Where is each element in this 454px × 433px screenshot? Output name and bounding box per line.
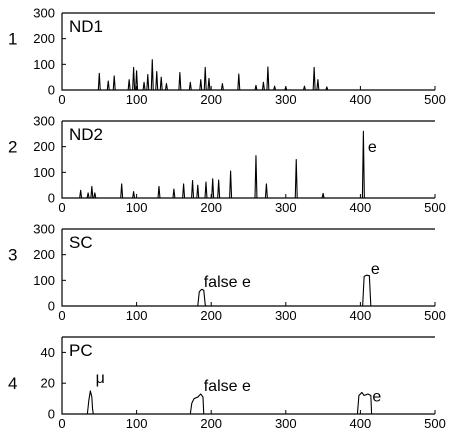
panel-3: 0 100 200 300 400 500 0 100 200 300 3 SC false e e bbox=[8, 222, 446, 324]
x-tick-label: 300 bbox=[275, 92, 297, 107]
y-tick-label: 300 bbox=[33, 222, 55, 237]
panel-2: 0 100 200 300 400 500 0 100 200 300 2 ND2 e bbox=[8, 114, 446, 216]
x-tick-label: 500 bbox=[424, 92, 446, 107]
x-tick-label: 200 bbox=[200, 200, 222, 215]
x-tick-label: 100 bbox=[126, 416, 148, 431]
signal-trace bbox=[62, 390, 435, 415]
panel-title: SC bbox=[69, 233, 93, 252]
x-tick-label: 400 bbox=[350, 200, 372, 215]
panel-number: 4 bbox=[8, 374, 17, 393]
plot-frame bbox=[61, 120, 435, 199]
annotation-label: e bbox=[372, 389, 381, 406]
y-tick-label: 200 bbox=[33, 31, 55, 46]
y-tick-label: 20 bbox=[41, 376, 55, 391]
signal-trace bbox=[62, 59, 331, 91]
x-tick-label: 0 bbox=[58, 308, 65, 323]
x-tick-label: 200 bbox=[200, 416, 222, 431]
x-tick-label: 500 bbox=[424, 200, 446, 215]
x-tick-label: 300 bbox=[275, 416, 297, 431]
x-tick-label: 0 bbox=[58, 200, 65, 215]
panel-1: 0 100 200 300 400 500 0 100 200 300 1 ND1 bbox=[8, 6, 446, 108]
annotation-label: false e bbox=[204, 378, 251, 395]
annotation-label: false e bbox=[204, 274, 251, 291]
y-tick-label: 40 bbox=[41, 345, 55, 360]
x-tick-label: 0 bbox=[58, 92, 65, 107]
x-tick-label: 100 bbox=[126, 200, 148, 215]
panel-number: 1 bbox=[8, 30, 17, 49]
x-tick-label: 300 bbox=[275, 308, 297, 323]
x-tick-label: 400 bbox=[350, 92, 372, 107]
panel-title: ND2 bbox=[69, 125, 103, 144]
y-tick-label: 100 bbox=[33, 57, 55, 72]
x-tick-label: 300 bbox=[275, 200, 297, 215]
y-tick-label: 200 bbox=[33, 247, 55, 262]
y-tick-label: 300 bbox=[33, 114, 55, 129]
x-tick-label: 400 bbox=[350, 308, 372, 323]
annotation-label: μ bbox=[96, 370, 105, 387]
x-tick-label: 500 bbox=[424, 416, 446, 431]
panel-title: ND1 bbox=[69, 17, 103, 36]
y-tick-label: 0 bbox=[48, 299, 55, 314]
y-tick-label: 0 bbox=[48, 407, 55, 422]
panel-number: 2 bbox=[8, 138, 17, 157]
y-tick-label: 0 bbox=[48, 83, 55, 98]
y-tick-label: 100 bbox=[33, 165, 55, 180]
panel-title: PC bbox=[69, 341, 93, 360]
x-tick-label: 100 bbox=[126, 308, 148, 323]
plot-frame bbox=[61, 12, 435, 91]
y-tick-label: 100 bbox=[33, 273, 55, 288]
panel-4: 0 100 200 300 400 500 0 20 40 4 PCμ false e e bbox=[8, 336, 446, 431]
signal-trace bbox=[62, 130, 365, 199]
annotation-label: e bbox=[368, 139, 377, 156]
x-tick-label: 400 bbox=[350, 416, 372, 431]
x-tick-label: 200 bbox=[200, 92, 222, 107]
y-tick-label: 0 bbox=[48, 191, 55, 206]
x-tick-label: 500 bbox=[424, 308, 446, 323]
panel-number: 3 bbox=[8, 246, 17, 265]
y-tick-label: 200 bbox=[33, 139, 55, 154]
x-tick-label: 200 bbox=[200, 308, 222, 323]
x-tick-label: 100 bbox=[126, 92, 148, 107]
annotation-label: e bbox=[371, 261, 380, 278]
y-tick-label: 300 bbox=[33, 6, 55, 21]
signal-trace bbox=[62, 274, 435, 307]
x-tick-label: 0 bbox=[58, 416, 65, 431]
